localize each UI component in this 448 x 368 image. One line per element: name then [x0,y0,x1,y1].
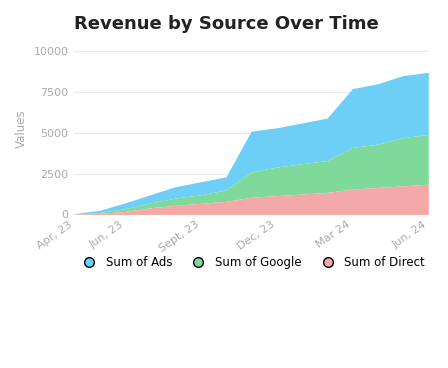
Legend: Sum of Ads, Sum of Google, Sum of Direct: Sum of Ads, Sum of Google, Sum of Direct [73,251,430,274]
Y-axis label: Values: Values [15,109,28,148]
Text: Revenue by Source Over Time: Revenue by Source Over Time [74,15,379,33]
